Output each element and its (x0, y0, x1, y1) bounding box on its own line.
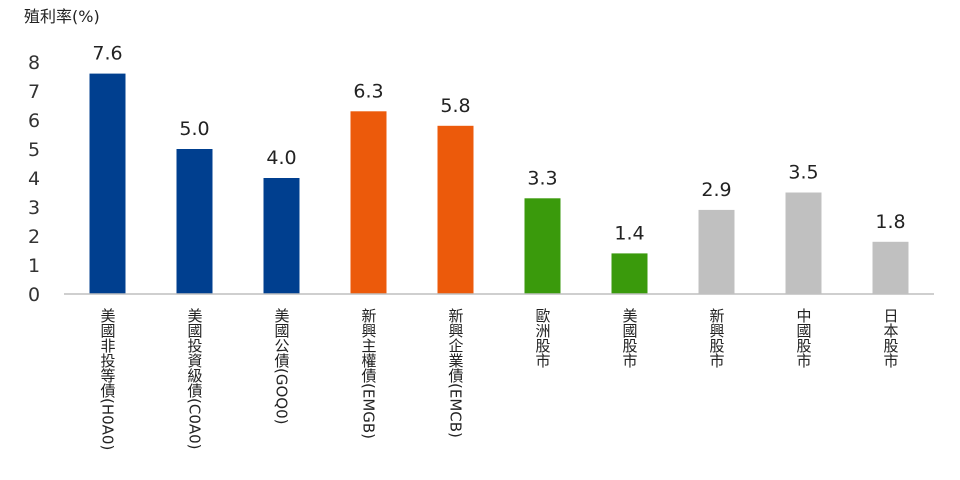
y-tick-label: 2 (28, 226, 40, 248)
bar (263, 178, 300, 294)
bar (437, 125, 474, 294)
y-axis-label: 殖利率(%) (24, 7, 100, 26)
data-label: 2.9 (701, 179, 731, 201)
y-tick-label: 8 (28, 52, 40, 74)
x-tick-label: 新興主權債(EMGB) (360, 308, 378, 439)
x-tick-labels: 美國非投等債(H0A0) 美國投資級債(C0A0) 美國公債(GOQ0) 新興主權債(… (99, 308, 900, 450)
x-tick-label: 美國公債(GOQ0) (273, 308, 291, 424)
x-tick-label: 美國投資級債(C0A0) (186, 308, 204, 450)
y-tick-label: 7 (28, 81, 40, 103)
x-tick-label: 美國股市 (621, 308, 639, 368)
data-label: 6.3 (353, 80, 383, 102)
x-tick-label: 歐洲股市 (534, 308, 552, 368)
data-label: 3.5 (788, 162, 818, 184)
y-tick-label: 6 (28, 110, 40, 132)
x-tick-label: 日本股市 (882, 308, 900, 368)
data-label: 4.0 (266, 147, 296, 169)
bar (872, 241, 909, 294)
y-tick-label: 0 (28, 284, 40, 306)
data-label: 5.8 (440, 95, 470, 117)
data-label: 1.8 (875, 211, 905, 233)
bar (89, 73, 126, 294)
bar (524, 198, 561, 294)
y-tick-label: 5 (28, 139, 40, 161)
x-tick-label: 美國非投等債(H0A0) (99, 308, 117, 450)
data-label: 5.0 (179, 118, 209, 140)
bar (698, 209, 735, 294)
y-tick-label: 3 (28, 197, 40, 219)
bars (89, 73, 909, 294)
y-tick-labels: 0 1 2 3 4 5 6 7 8 (28, 52, 40, 306)
bar (176, 149, 213, 294)
x-tick-label: 新興企業債(EMCB) (447, 308, 465, 438)
x-tick-label: 新興股市 (708, 308, 726, 368)
bar (350, 111, 387, 294)
data-label: 1.4 (614, 222, 644, 244)
data-label: 7.6 (92, 43, 122, 65)
x-tick-label: 中國股市 (795, 308, 813, 368)
y-tick-label: 1 (28, 255, 40, 277)
data-label: 3.3 (527, 167, 557, 189)
bar (785, 192, 822, 294)
bar (611, 253, 648, 294)
data-labels: 7.6 5.0 4.0 6.3 5.8 3.3 1.4 2.9 3.5 1.8 (92, 43, 905, 245)
y-tick-label: 4 (28, 168, 40, 190)
